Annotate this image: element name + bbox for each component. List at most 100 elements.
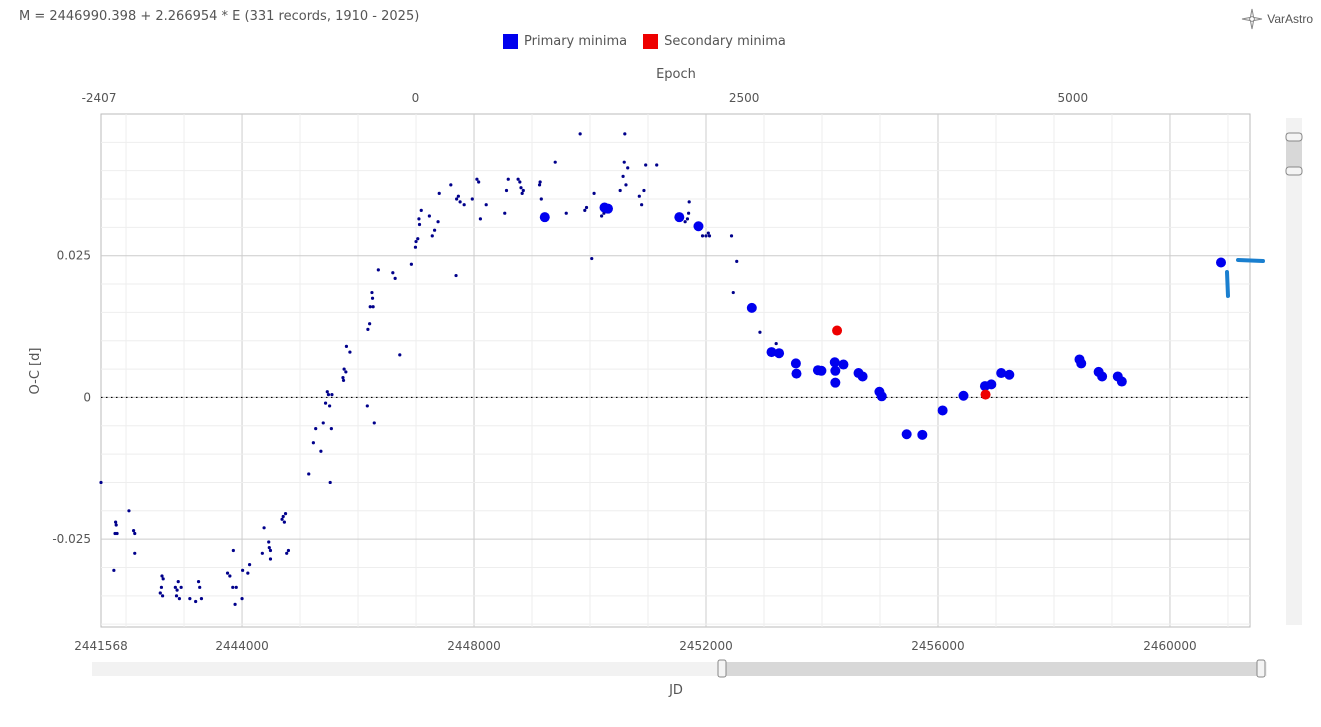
point-primary [901, 429, 912, 440]
point-primary-small [462, 203, 466, 207]
point-primary-small [225, 571, 230, 575]
x-tick-label: 2452000 [679, 639, 732, 653]
point-primary-small [267, 546, 271, 550]
point-primary-small [414, 239, 418, 244]
y-slider-handle[interactable] [1285, 132, 1303, 142]
point-primary [958, 390, 969, 401]
point-primary-small [626, 166, 630, 170]
x-range-slider[interactable] [92, 659, 1267, 678]
x-tick-label: 2448000 [447, 639, 500, 653]
point-primary-small [521, 188, 525, 193]
point-primary-small [330, 392, 334, 397]
point-primary [791, 368, 802, 379]
point-primary [602, 203, 613, 214]
y-tick-label: -0.025 [52, 532, 91, 546]
point-primary [996, 368, 1007, 379]
point-primary-small [618, 188, 622, 193]
plot-frame [100, 113, 1251, 628]
point-primary-small [260, 551, 264, 555]
point-primary-small [456, 194, 460, 198]
point-primary-small [537, 183, 542, 187]
point-primary-small [436, 220, 440, 224]
point-primary-small [417, 222, 422, 227]
point-primary-small [642, 188, 646, 193]
legend-item-secondary[interactable]: Secondary minima [643, 34, 786, 49]
varastro-logo[interactable]: VarAstro [1241, 8, 1313, 30]
point-primary-small [231, 585, 235, 589]
x-slider-handle[interactable] [717, 659, 727, 678]
point-primary-small [475, 177, 479, 181]
point-primary-small [283, 512, 288, 516]
point-primary-small [133, 551, 137, 555]
point-primary-small [329, 427, 333, 431]
point-primary-small [241, 568, 245, 572]
point-primary [829, 357, 840, 368]
point-primary-small [623, 132, 627, 136]
point-primary-small [280, 517, 284, 521]
point-primary-small [99, 480, 103, 485]
point-primary-small [133, 531, 137, 536]
point-primary [857, 371, 868, 382]
legend-item-primary[interactable]: Primary minima [503, 34, 627, 49]
x-slider-handle[interactable] [1256, 659, 1266, 678]
point-primary-small [449, 183, 453, 187]
x-tick-label: 2460000 [1143, 639, 1196, 653]
point-primary [830, 377, 841, 388]
legend-swatch-primary [503, 34, 518, 49]
grid [100, 113, 1251, 628]
x-tick-label: 2444000 [215, 639, 268, 653]
point-primary-small [622, 160, 626, 164]
point-primary-small [518, 180, 522, 184]
point-primary-small [398, 353, 402, 357]
point-primary [816, 365, 827, 376]
point-primary-small [393, 276, 397, 280]
zoom-controls[interactable] [92, 118, 1303, 678]
legend-swatch-secondary [643, 34, 659, 49]
point-primary-small [706, 231, 710, 235]
y-axis-title: O-C [d] [28, 348, 43, 395]
point-primary-small [160, 594, 165, 598]
point-primary-small [419, 208, 423, 212]
point-primary-small [112, 568, 116, 572]
y-range-slider[interactable] [1285, 118, 1303, 625]
point-primary-small [592, 191, 596, 195]
point-primary-small [268, 557, 273, 561]
x-tick-label: 2441568 [74, 639, 127, 653]
point-primary-small [516, 177, 520, 181]
point-primary [986, 379, 997, 390]
point-primary-small [707, 234, 712, 238]
point-primary-small [188, 597, 192, 601]
point-primary-small [564, 211, 568, 215]
y-slider-handle[interactable] [1285, 166, 1303, 176]
point-primary-small [175, 588, 179, 592]
point-primary-small [234, 585, 238, 589]
point-primary-small [341, 378, 346, 383]
annotation-stroke [1236, 258, 1265, 263]
point-primary-small [370, 296, 375, 300]
point-primary-small [416, 237, 420, 241]
point-primary-small [432, 228, 437, 232]
point-primary-small [590, 256, 594, 261]
point-primary-small [246, 571, 250, 575]
point-secondary [980, 389, 991, 400]
point-primary-small [114, 520, 118, 524]
point-primary-small [325, 390, 329, 394]
point-primary-small [233, 602, 237, 606]
point-primary-small [282, 520, 286, 524]
point-primary-small [179, 585, 183, 589]
point-primary [937, 405, 948, 416]
point-primary-small [503, 211, 507, 215]
annotation-stroke [1225, 270, 1230, 298]
point-primary-small [342, 367, 346, 371]
ephemeris-formula: M = 2446990.398 + 2.266954 * E (331 reco… [19, 9, 420, 24]
point-primary [746, 302, 757, 313]
point-primary-small [321, 421, 325, 425]
point-primary-small [584, 205, 589, 210]
point-primary-small [655, 163, 659, 167]
point-primary [838, 359, 849, 370]
point-primary [876, 391, 887, 402]
point-primary-small [553, 160, 557, 164]
point-primary-small [454, 273, 458, 278]
point-primary-small [644, 163, 648, 167]
